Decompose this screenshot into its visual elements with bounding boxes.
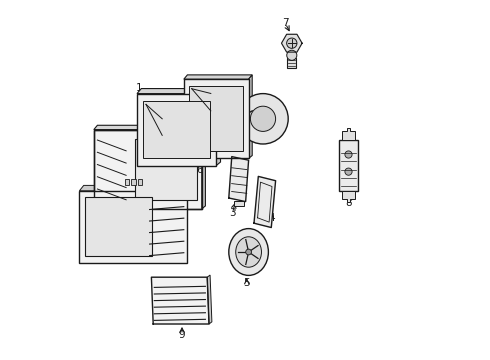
Bar — [138, 179, 143, 185]
Polygon shape — [207, 275, 212, 324]
Bar — [94, 130, 202, 209]
Polygon shape — [254, 176, 275, 228]
Circle shape — [287, 38, 297, 48]
Circle shape — [345, 168, 352, 175]
Polygon shape — [281, 34, 302, 52]
Text: 9: 9 — [179, 330, 185, 340]
Polygon shape — [79, 185, 192, 191]
Polygon shape — [151, 277, 209, 324]
Bar — [85, 197, 152, 256]
Text: 8: 8 — [345, 198, 352, 208]
Text: 1: 1 — [136, 83, 142, 93]
Polygon shape — [229, 157, 248, 202]
Ellipse shape — [229, 229, 269, 275]
Bar — [79, 191, 187, 263]
Text: 4: 4 — [269, 213, 275, 223]
Bar — [189, 86, 243, 151]
Bar — [184, 79, 248, 158]
Polygon shape — [202, 125, 205, 209]
Bar — [144, 101, 210, 158]
Polygon shape — [137, 89, 220, 94]
Text: 3: 3 — [229, 208, 236, 218]
Bar — [339, 140, 358, 191]
Text: 2: 2 — [172, 172, 178, 182]
Bar — [131, 179, 136, 185]
Circle shape — [245, 249, 251, 255]
Bar — [234, 201, 244, 206]
Bar — [288, 58, 296, 68]
Bar — [125, 179, 129, 185]
Polygon shape — [248, 75, 252, 158]
Ellipse shape — [236, 237, 262, 267]
Circle shape — [250, 106, 275, 131]
Text: 6: 6 — [196, 165, 203, 175]
Bar — [137, 94, 216, 166]
Polygon shape — [94, 125, 205, 130]
Circle shape — [238, 94, 288, 144]
Text: 7: 7 — [282, 18, 289, 28]
Polygon shape — [342, 128, 355, 140]
Polygon shape — [216, 89, 220, 166]
Polygon shape — [184, 75, 252, 79]
Bar — [135, 139, 197, 200]
Circle shape — [287, 50, 297, 60]
Text: 5: 5 — [244, 278, 250, 288]
Polygon shape — [342, 191, 355, 202]
Circle shape — [345, 151, 352, 158]
Bar — [94, 130, 202, 209]
